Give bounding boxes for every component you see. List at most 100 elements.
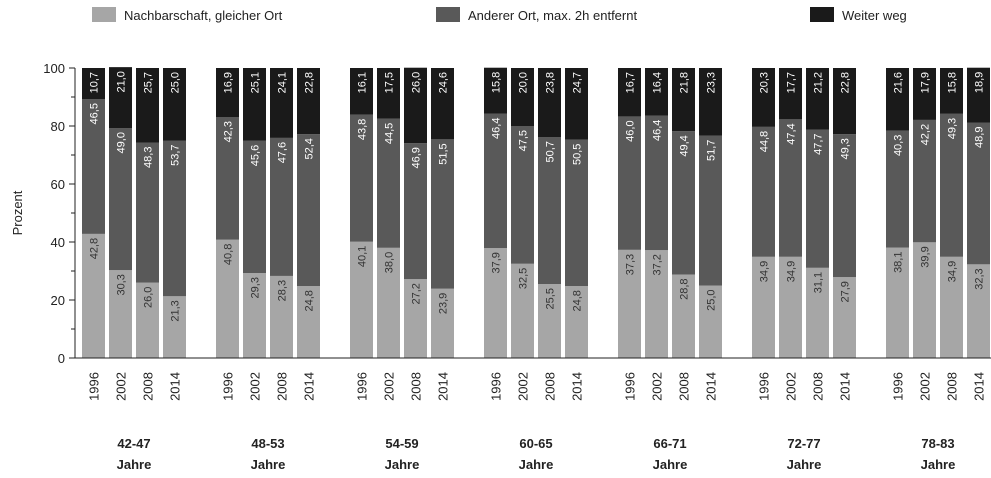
value-label: 42,2: [920, 124, 932, 145]
y-tick-label: 100: [43, 61, 65, 76]
legend-swatch: [92, 7, 116, 22]
y-tick-label: 80: [51, 119, 65, 134]
x-tick-label: 2014: [570, 372, 585, 401]
value-label: 48,9: [974, 127, 986, 148]
value-label: 49,3: [947, 118, 959, 139]
value-label: 42,8: [89, 238, 101, 259]
value-label: 49,4: [679, 135, 691, 156]
group-label: 42-47: [117, 436, 150, 451]
value-label: 30,3: [116, 274, 128, 295]
bar-segment: [645, 115, 668, 251]
value-label: 24,8: [304, 290, 316, 311]
bar-segment: [645, 68, 668, 116]
legend-swatch: [810, 7, 834, 22]
bar-segment: [82, 99, 105, 234]
x-tick-label: 2008: [543, 372, 558, 401]
bar-segment: [672, 68, 695, 132]
bar-segment: [967, 264, 990, 358]
value-label: 21,0: [116, 71, 128, 92]
value-label: 49,3: [840, 138, 852, 159]
group-label: 48-53: [251, 436, 284, 451]
x-tick-label: 1996: [87, 372, 102, 401]
bar-segment: [967, 67, 990, 123]
y-tick-label: 60: [51, 177, 65, 192]
bar-segment: [484, 248, 507, 358]
bar-segment: [618, 116, 641, 250]
value-label: 47,7: [813, 133, 825, 154]
value-label: 51,5: [438, 143, 450, 164]
bar-segment: [940, 68, 963, 114]
bar-segment: [350, 241, 373, 358]
bar-segment: [136, 142, 159, 283]
value-label: 44,8: [759, 131, 771, 152]
bar-segment: [940, 256, 963, 358]
bar-segment: [243, 140, 266, 274]
x-tick-label: 1996: [355, 372, 370, 401]
y-tick-label: 20: [51, 293, 65, 308]
value-label: 22,8: [840, 72, 852, 93]
value-label: 31,1: [813, 272, 825, 293]
bar-segment: [618, 249, 641, 358]
bar-segment: [82, 68, 105, 100]
group-label: 78-83: [921, 436, 954, 451]
group-label: 72-77: [787, 436, 820, 451]
bar-segment: [806, 68, 829, 130]
value-label: 17,9: [920, 72, 932, 93]
value-label: 25,7: [143, 72, 155, 93]
legend-swatch: [436, 7, 460, 22]
x-tick-label: 2002: [784, 372, 799, 401]
value-label: 37,3: [625, 254, 637, 275]
value-label: 26,0: [411, 72, 423, 93]
group-unit: Jahre: [117, 457, 152, 472]
value-label: 25,1: [250, 72, 262, 93]
x-tick-label: 2008: [677, 372, 692, 401]
x-tick-label: 2008: [275, 372, 290, 401]
value-label: 34,9: [759, 261, 771, 282]
value-label: 34,9: [947, 261, 959, 282]
bar-segment: [538, 137, 561, 285]
value-label: 18,9: [974, 72, 986, 93]
value-label: 16,1: [357, 72, 369, 93]
bar-segment: [913, 68, 936, 120]
bar-segment: [779, 68, 802, 120]
x-tick-label: 2014: [704, 372, 719, 401]
group-unit: Jahre: [921, 457, 956, 472]
value-label: 49,0: [116, 132, 128, 153]
x-tick-label: 2008: [945, 372, 960, 401]
bar-segment: [136, 282, 159, 358]
bar-segment: [833, 68, 856, 135]
value-label: 37,2: [652, 254, 664, 275]
value-label: 17,5: [384, 72, 396, 93]
bar-segment: [163, 296, 186, 358]
value-label: 38,1: [893, 252, 905, 273]
bar-segment: [806, 267, 829, 358]
value-label: 25,0: [170, 72, 182, 93]
value-label: 40,3: [893, 135, 905, 156]
value-label: 50,5: [572, 144, 584, 165]
value-label: 45,6: [250, 145, 262, 166]
value-label: 50,7: [545, 141, 557, 162]
bar-segment: [565, 139, 588, 287]
group-label: 54-59: [385, 436, 418, 451]
value-label: 16,4: [652, 72, 664, 93]
x-tick-label: 2014: [168, 372, 183, 401]
value-label: 26,0: [143, 287, 155, 308]
bar-segment: [511, 126, 534, 264]
bar-segment: [270, 68, 293, 138]
value-label: 24,7: [572, 72, 584, 93]
bar-segment: [431, 68, 454, 140]
bar-segment: [243, 273, 266, 358]
bar-segment: [699, 68, 722, 136]
value-label: 25,0: [706, 290, 718, 311]
bar-segment: [431, 139, 454, 289]
bar-segment: [297, 286, 320, 358]
bar-segment: [967, 122, 990, 265]
value-label: 20,3: [759, 72, 771, 93]
x-tick-label: 2002: [918, 372, 933, 401]
value-label: 52,4: [304, 138, 316, 159]
bar-segment: [297, 134, 320, 287]
bar-segment: [752, 256, 775, 358]
x-tick-label: 2002: [114, 372, 129, 401]
bar-segment: [672, 131, 695, 275]
value-label: 15,8: [491, 72, 503, 93]
